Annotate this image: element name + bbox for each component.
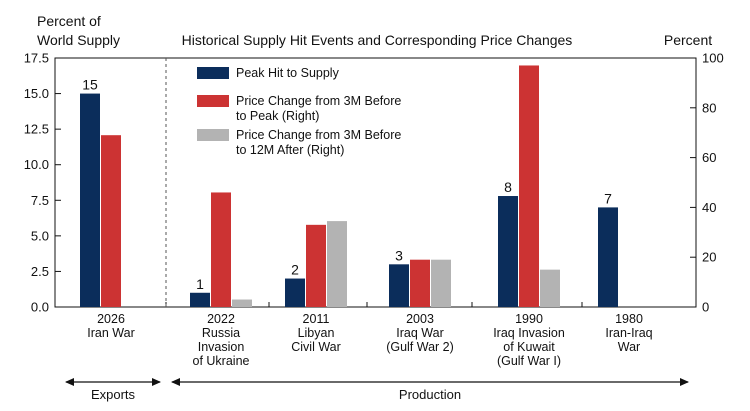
bar-series-3-category-2 xyxy=(232,299,252,307)
legend-label: Peak Hit to Supply xyxy=(236,66,340,80)
category-label: (Gulf War 2) xyxy=(386,340,454,354)
left-tick-label: 17.5 xyxy=(24,51,49,66)
category-label: 2003 xyxy=(406,312,434,326)
legend-label: Price Change from 3M Before xyxy=(236,94,401,108)
bar-series-1-category-3 xyxy=(285,278,305,307)
legend-swatch xyxy=(197,129,229,141)
category-label: Civil War xyxy=(291,340,341,354)
left-tick-label: 7.5 xyxy=(31,193,49,208)
legend-swatch xyxy=(197,67,229,79)
left-tick-label: 12.5 xyxy=(24,122,49,137)
left-axis-title-line-2: World Supply xyxy=(37,32,120,48)
category-label: 2022 xyxy=(207,312,235,326)
bar-series-2-category-1 xyxy=(101,135,121,307)
right-tick-label: 100 xyxy=(702,51,724,66)
category-label: 2011 xyxy=(303,312,330,326)
right-tick-label: 20 xyxy=(702,250,716,265)
category-label: War xyxy=(618,340,640,354)
data-label: 8 xyxy=(504,179,512,195)
right-tick-label: 0 xyxy=(702,300,709,315)
bar-series-3-category-4 xyxy=(431,259,451,307)
bar-series-3-category-3 xyxy=(327,221,347,307)
bar-series-2-category-3 xyxy=(306,224,326,307)
right-axis-title: Percent xyxy=(664,32,712,48)
left-axis-title-line-1: Percent of xyxy=(37,13,101,29)
left-tick-label: 0.0 xyxy=(31,300,49,315)
bar-series-1-category-5 xyxy=(498,196,518,307)
legend-label: to Peak (Right) xyxy=(236,109,319,123)
bar-series-1-category-6 xyxy=(598,207,618,307)
bar-series-2-category-5 xyxy=(519,65,539,307)
category-label: Libyan xyxy=(298,326,335,340)
left-tick-label: 15.0 xyxy=(24,86,49,101)
category-label: 2026 xyxy=(97,312,125,326)
right-tick-label: 40 xyxy=(702,200,716,215)
category-label: 1990 xyxy=(515,312,543,326)
plot-frame xyxy=(54,57,697,308)
category-label: of Ukraine xyxy=(193,354,250,368)
right-tick-label: 80 xyxy=(702,100,716,115)
bar-series-1-category-1 xyxy=(80,93,100,307)
legend: Peak Hit to Supply Price Change from 3M B… xyxy=(197,66,401,157)
data-label: 7 xyxy=(604,190,612,206)
category-label: Invasion xyxy=(198,340,245,354)
group-brackets: Exports Production xyxy=(65,378,689,402)
legend-label: to 12M After (Right) xyxy=(236,143,344,157)
left-tick-label: 2.5 xyxy=(31,264,49,279)
legend-swatch xyxy=(197,95,229,107)
legend-label: Price Change from 3M Before xyxy=(236,128,401,142)
data-label: 3 xyxy=(395,247,403,263)
plot-area: 0.0 2.5 5.0 7.5 10.0 12.5 15.0 17.5 0 20 40 60 80 100… xyxy=(24,51,724,369)
bar-series-2-category-4 xyxy=(410,259,430,307)
category-label: Iran War xyxy=(87,326,134,340)
data-label: 1 xyxy=(196,276,204,292)
group-label: Production xyxy=(399,387,461,402)
data-label: 15 xyxy=(82,77,98,93)
category-label: Russia xyxy=(202,326,240,340)
group-label: Exports xyxy=(91,387,136,402)
bar-series-2-category-2 xyxy=(211,192,231,307)
right-tick-label: 60 xyxy=(702,150,716,165)
bar-series-3-category-5 xyxy=(540,269,560,307)
category-label: of Kuwait xyxy=(503,340,555,354)
category-label: Iran-Iraq xyxy=(605,326,652,340)
category-label: 1980 xyxy=(615,312,643,326)
chart-title: Historical Supply Hit Events and Corresp… xyxy=(182,32,573,48)
category-label: Iraq Invasion xyxy=(493,326,565,340)
bar-series-1-category-4 xyxy=(389,264,409,307)
bar-series-1-category-2 xyxy=(190,292,210,307)
left-tick-label: 5.0 xyxy=(31,228,49,243)
category-label: (Gulf War I) xyxy=(497,354,561,368)
left-tick-label: 10.0 xyxy=(24,157,49,172)
data-label: 2 xyxy=(291,262,299,278)
category-label: Iraq War xyxy=(396,326,443,340)
